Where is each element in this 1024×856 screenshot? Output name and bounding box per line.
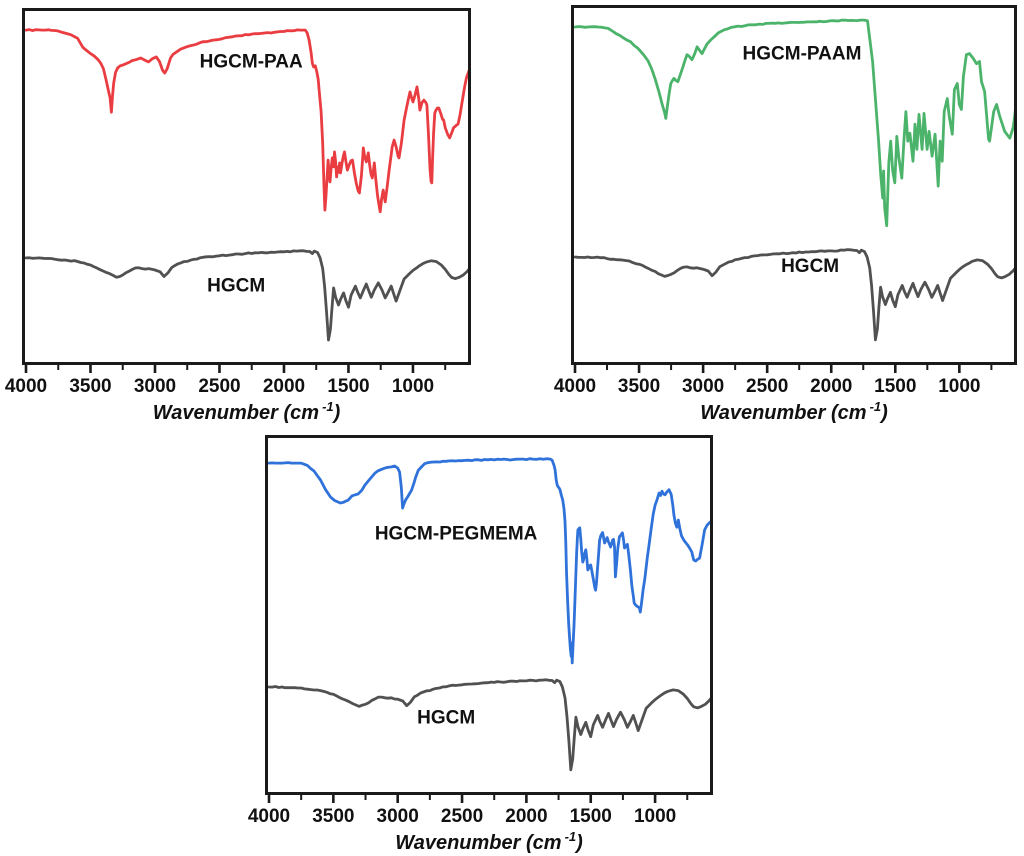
x-tick-label: 4000 <box>248 806 290 827</box>
spectrum-curve-hgcm-paam <box>573 18 1016 228</box>
spectrum-curve-hgcm <box>24 249 470 342</box>
curve-label-hgcm-paa: HGCM-PAA <box>200 51 303 72</box>
x-tick-label: 1000 <box>634 806 676 827</box>
x-tick-label: 1000 <box>392 376 434 397</box>
x-tick-label: 4000 <box>554 376 596 397</box>
ftir-panel-top-right: HGCM-PAAM HGCM 4000 3500 3000 2500 2000 1500 100… <box>541 5 1024 427</box>
x-tick-label: 3500 <box>618 376 660 397</box>
x-tick-label: 2500 <box>198 376 240 397</box>
x-tick-label: 2500 <box>441 806 483 827</box>
x-tick-label: 1500 <box>570 806 612 827</box>
curve-label-hgcm: HGCM <box>417 707 475 728</box>
ftir-chart-hgcm-pegmema: HGCM-PEGMEMA HGCM 4000 3500 3000 2500 2000 1500… <box>248 435 713 854</box>
x-tick-label: 1500 <box>874 376 916 397</box>
plot-border <box>265 435 713 795</box>
x-axis-title: Wavenumber (cm -1) <box>395 829 583 854</box>
ftir-chart-hgcm-paam: HGCM-PAAM HGCM 4000 3500 3000 2500 2000 1500 100… <box>554 5 1017 424</box>
ftir-chart-hgcm-paa: HGCM-PAA HGCM 4000 3500 3000 2500 2000 1500 1000… <box>5 8 471 424</box>
spectrum-curve-hgcm <box>267 678 712 772</box>
x-axis-title: Wavenumber (cm -1) <box>153 399 341 424</box>
x-tick-label: 1000 <box>938 376 980 397</box>
spectrum-curve-hgcm <box>573 248 1016 342</box>
x-tick-label: 2500 <box>746 376 788 397</box>
x-tick-label: 3000 <box>377 806 419 827</box>
x-tick-label: 2000 <box>505 806 547 827</box>
curve-label-hgcm-pegmema: HGCM-PEGMEMA <box>375 523 538 544</box>
curve-label-hgcm: HGCM <box>781 256 839 277</box>
x-tick-label: 3500 <box>312 806 354 827</box>
ftir-panel-bottom-center: HGCM-PEGMEMA HGCM 4000 3500 3000 2500 2000 1500… <box>235 435 743 856</box>
ftir-panel-top-left: HGCM-PAA HGCM 4000 3500 3000 2500 2000 1500 1000… <box>0 8 501 427</box>
x-tick-label: 4000 <box>5 376 47 397</box>
x-tick-label: 1500 <box>327 376 369 397</box>
spectrum-curve-hgcm-paa <box>24 28 470 214</box>
x-tick-label: 2000 <box>263 376 305 397</box>
curve-label-hgcm-paam: HGCM-PAAM <box>743 43 862 64</box>
x-tick-label: 3500 <box>69 376 111 397</box>
plot-border <box>571 5 1017 365</box>
x-axis-title: Wavenumber (cm -1) <box>700 399 888 424</box>
x-tick-label: 2000 <box>810 376 852 397</box>
curve-label-hgcm: HGCM <box>207 276 265 297</box>
plot-border <box>22 8 471 365</box>
x-tick-label: 3000 <box>682 376 724 397</box>
x-tick-label: 3000 <box>134 376 176 397</box>
spectrum-curve-hgcm-pegmema <box>267 457 712 665</box>
